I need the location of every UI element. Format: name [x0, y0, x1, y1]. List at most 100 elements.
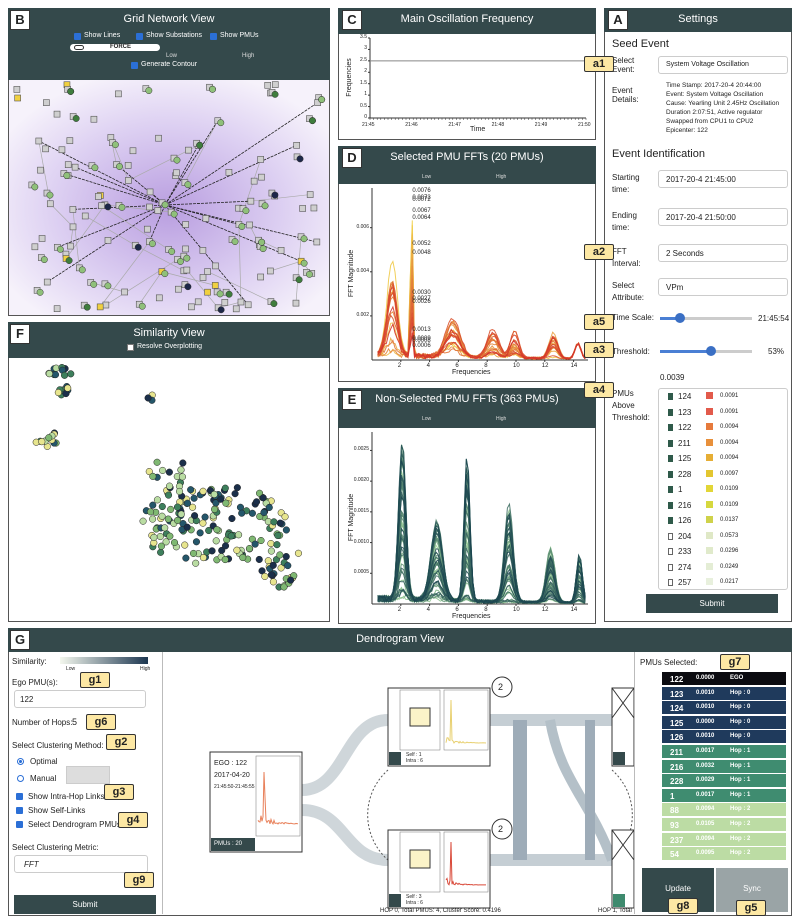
x-tick-label: 21:49 [534, 122, 548, 128]
substation [98, 202, 105, 209]
settings-panel-header [604, 8, 792, 32]
substation [146, 203, 153, 211]
pmu-color [706, 578, 713, 585]
callout: a5 [584, 314, 614, 330]
peak-label: 0.0048 [412, 250, 431, 257]
checkbox-label: Show PMUs [220, 32, 259, 39]
input [658, 170, 788, 188]
x-tick-label: 10 [513, 607, 520, 613]
cluster-summary: Intra : 6 [406, 900, 423, 906]
similarity-point [210, 490, 218, 498]
similarity-point [265, 503, 273, 512]
substation [69, 206, 77, 213]
y-axis-label: FFT Magnitude [348, 493, 356, 542]
network-link [164, 204, 240, 225]
pmu [104, 282, 112, 290]
selected-cell: 124 [670, 704, 684, 714]
panel-letter: D [342, 148, 362, 168]
similarity-point [252, 498, 261, 506]
substation [143, 225, 151, 233]
main-frequency-panel-header [338, 8, 596, 34]
similarity-point [294, 549, 302, 557]
pmu [184, 181, 192, 189]
similarity-point [162, 538, 170, 546]
slider-track [660, 317, 752, 320]
network-line [270, 260, 302, 272]
cluster-fft [445, 841, 487, 886]
collapsed-node [611, 829, 635, 861]
similarity-point [153, 458, 161, 466]
bookmark-icon [668, 470, 673, 478]
settings-panel-title: Settings [678, 13, 718, 25]
network-link [164, 120, 219, 206]
x-tick-label: 12 [541, 363, 549, 369]
similarity-point [139, 517, 147, 525]
similarity-point [228, 514, 236, 523]
field-label: Similarity: [12, 657, 47, 666]
similarity-point [269, 578, 277, 586]
similarity-point [164, 491, 173, 499]
selected-cell: 0.0000 [696, 718, 715, 725]
pmu-id: 124 [678, 392, 692, 401]
substation [81, 212, 89, 220]
pmu [173, 156, 181, 164]
pmu [238, 223, 246, 230]
substation [58, 146, 66, 154]
pmu [217, 306, 225, 314]
radio-label: Optimal [30, 757, 58, 766]
pmu-color [706, 547, 713, 554]
substation [115, 90, 122, 98]
selected-ffts-panel-header [338, 146, 596, 184]
y-tick-label: 0.0005 [353, 569, 369, 576]
similarity-point [161, 524, 169, 532]
checkbox-label: Show Substations [146, 32, 203, 39]
pmu [148, 240, 156, 248]
similarity-point [235, 531, 243, 539]
event-detail: Event: System Voltage Oscillation [666, 91, 764, 98]
radio [17, 758, 24, 765]
peak-label: 0.0052 [412, 241, 431, 248]
checkbox [127, 344, 134, 351]
pmu [306, 270, 313, 278]
bookmark-icon [668, 501, 673, 509]
selected-row [662, 686, 786, 701]
selected-cell: 211 [670, 748, 683, 757]
substation [146, 188, 154, 196]
similarity-point [222, 499, 230, 507]
substation [43, 278, 51, 286]
x-tick-label: 21:46 [405, 122, 418, 128]
similarity-point [257, 536, 265, 545]
ego-footer [211, 838, 255, 851]
field-label: Ego PMU(s): [12, 678, 58, 687]
y-tick-label: 1 [364, 91, 367, 98]
substation [155, 134, 162, 142]
network-link [149, 204, 166, 242]
dendrogram-link [301, 714, 389, 796]
peak-label: 0.0072 [412, 197, 431, 204]
substation [199, 274, 207, 281]
non-selected_ffts-panel-title: Non-Selected PMU FFTs (363 PMUs) [375, 393, 559, 405]
selected-row [662, 803, 786, 818]
similarity-point [183, 499, 192, 507]
event-detail: Swapped from CPU1 to CPU2 [666, 118, 754, 125]
selected-cell: 237 [670, 835, 684, 845]
selected-row [662, 701, 786, 716]
selected-row [662, 745, 786, 759]
similarity-legend [60, 657, 148, 664]
peak-label: 0.0009 [412, 336, 431, 343]
select-value: System Voltage Oscillation [666, 61, 749, 68]
callout: g1 [80, 672, 110, 688]
similarity-point [248, 509, 256, 517]
pmu [271, 90, 279, 98]
cluster-count-badge [491, 676, 513, 698]
selected-row [662, 672, 786, 686]
selected-cell: 123 [670, 689, 684, 699]
substation [188, 303, 195, 311]
similarity-point [179, 459, 187, 467]
pmu [216, 290, 224, 298]
grid-network-panel-header [8, 8, 330, 80]
similarity-point [227, 532, 235, 540]
pmu [196, 141, 204, 149]
selected-cell: 228 [670, 777, 684, 787]
selected-row [662, 788, 786, 803]
